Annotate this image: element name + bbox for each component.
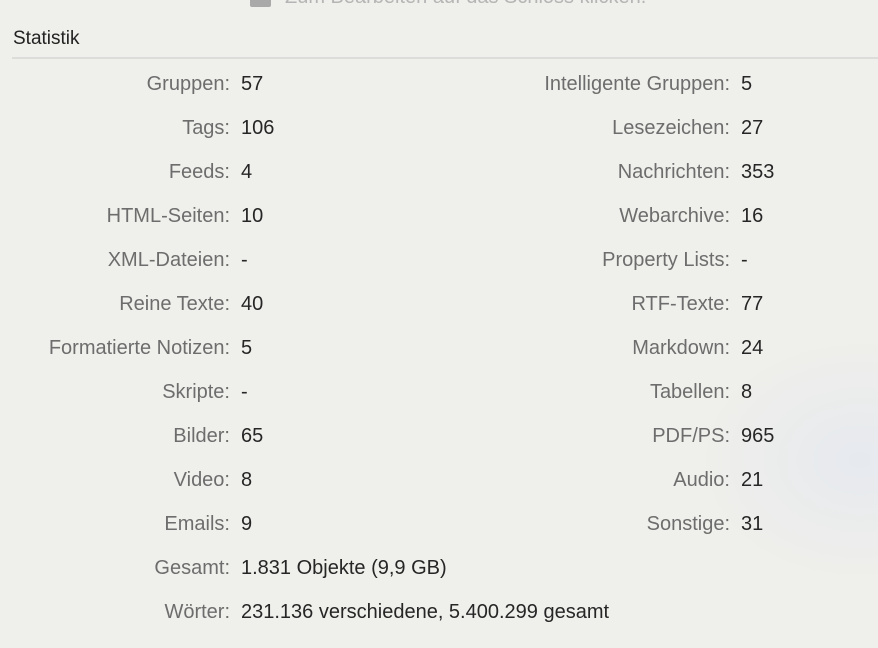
- stat-label: XML-Dateien:: [107, 249, 230, 271]
- lock-row[interactable]: Zum Bearbeiten auf das Schloss klicken.: [250, 0, 646, 9]
- stat-value: 57: [241, 73, 264, 95]
- stat-label: Wörter:: [164, 601, 230, 623]
- stat-label: Gruppen:: [146, 73, 230, 95]
- stat-label: Nachrichten:: [617, 161, 730, 183]
- stat-label: Reine Texte:: [119, 293, 230, 315]
- divider: [12, 57, 878, 59]
- stat-label: Property Lists:: [602, 249, 730, 271]
- stat-label: Sonstige:: [646, 513, 730, 535]
- stat-label: Skripte:: [162, 381, 230, 403]
- stat-value: 231.136 verschiedene, 5.400.299 gesamt: [241, 601, 610, 623]
- stat-value: 9: [241, 513, 253, 535]
- section-title: Statistik: [13, 28, 80, 49]
- stat-value: -: [741, 249, 748, 271]
- stat-value: 27: [741, 117, 764, 139]
- stat-value: 5: [741, 73, 753, 95]
- stat-value: 10: [241, 205, 264, 227]
- stat-value: 77: [741, 293, 764, 315]
- stat-label: Gesamt:: [154, 557, 230, 579]
- stat-label: Video:: [173, 469, 230, 491]
- stat-value: -: [241, 249, 248, 271]
- stat-label: Tags:: [182, 117, 230, 139]
- stat-label: Bilder:: [173, 425, 230, 447]
- stat-value: -: [241, 381, 248, 403]
- stat-value: 21: [741, 469, 764, 491]
- stat-value: 8: [741, 381, 753, 403]
- stat-value: 8: [241, 469, 253, 491]
- stat-value: 16: [741, 205, 764, 227]
- stat-label: Lesezeichen:: [612, 117, 730, 139]
- lock-text: Zum Bearbeiten auf das Schloss klicken.: [285, 0, 646, 9]
- stat-value: 65: [241, 425, 264, 447]
- stat-label: Webarchive:: [619, 205, 730, 227]
- stat-label: Emails:: [164, 513, 230, 535]
- stat-label: Intelligente Gruppen:: [544, 73, 730, 95]
- stat-value: 5: [241, 337, 253, 359]
- stat-value: 40: [241, 293, 264, 315]
- stat-label: Feeds:: [168, 161, 230, 183]
- stat-label: Tabellen:: [649, 381, 730, 403]
- stat-value: 353: [741, 161, 775, 183]
- stat-label: Audio:: [673, 469, 730, 491]
- stat-value: 31: [741, 513, 764, 535]
- stat-label: Formatierte Notizen:: [48, 337, 230, 359]
- lock-icon[interactable]: [250, 0, 271, 7]
- stat-value: 1.831 Objekte (9,9 GB): [241, 557, 447, 579]
- stat-label: HTML-Seiten:: [106, 205, 230, 227]
- stat-value: 106: [241, 117, 275, 139]
- stat-value: 4: [241, 161, 253, 183]
- stat-label: Markdown:: [632, 337, 730, 359]
- stat-value: 24: [741, 337, 764, 359]
- stat-label: RTF-Texte:: [631, 293, 730, 315]
- stat-value: 965: [741, 425, 775, 447]
- stat-label: PDF/PS:: [652, 425, 730, 447]
